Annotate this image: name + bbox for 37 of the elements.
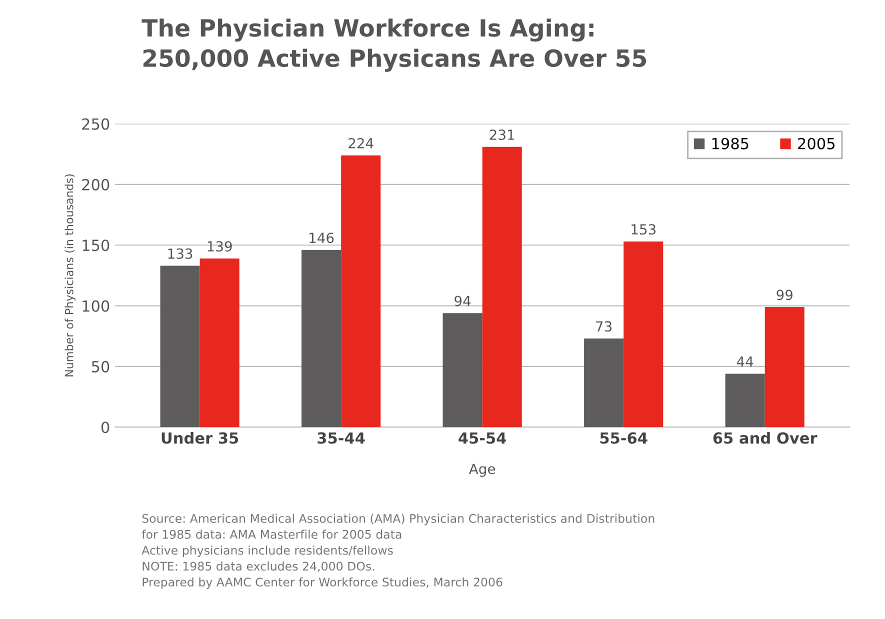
data-label: 44 [736,356,754,367]
source-note: Source: American Medical Association (AMA) Physician Characteristics and Distribution for 1985 data: AMA Masterfile for 2005 data Active physicians include residents/fellows NOTE: 1985 data excludes 24,000 DOs. Prepared by AAMC Center for Workforce Studies, March 2006 [142,514,654,589]
bar [725,374,765,428]
bar [764,307,804,428]
x-tick-label: 65 and Over [713,432,818,444]
data-label: 94 [454,296,471,306]
y-tick-label: 200 [82,178,110,190]
legend-label: 1985 [712,138,748,150]
y-tick-label: 150 [82,240,110,252]
y-tick-label: 250 [82,118,110,130]
x-tick-label: 35-44 [318,432,365,444]
bar [160,266,200,428]
bar [584,338,624,428]
y-tick-label: 0 [101,422,110,434]
data-label: 224 [348,138,374,148]
data-label: 73 [596,321,612,332]
chart-title: The Physician Workforce Is Aging: 250,000 Active Physicans Are Over 55 [142,18,646,72]
data-label: 133 [168,248,192,259]
bar [200,258,240,428]
x-tick-label: Under 35 [162,432,238,444]
data-label: 153 [632,224,656,235]
x-axis-title: Age [469,464,496,477]
x-tick-label: 45-54 [458,432,506,444]
bar [482,146,522,428]
bar [341,155,381,428]
data-label: 146 [310,232,334,244]
x-tick-label: 55-64 [600,432,648,444]
data-label: 99 [776,290,792,300]
y-tick-label: 100 [82,300,110,312]
y-axis-title: Number of Physicians (in thousands) [64,174,76,376]
legend-label: 2005 [798,138,835,150]
bar [302,250,342,428]
data-label: 139 [208,241,232,252]
bar [442,313,482,428]
y-tick-label: 50 [92,360,110,372]
data-label: 231 [490,129,514,140]
bar [624,241,664,428]
